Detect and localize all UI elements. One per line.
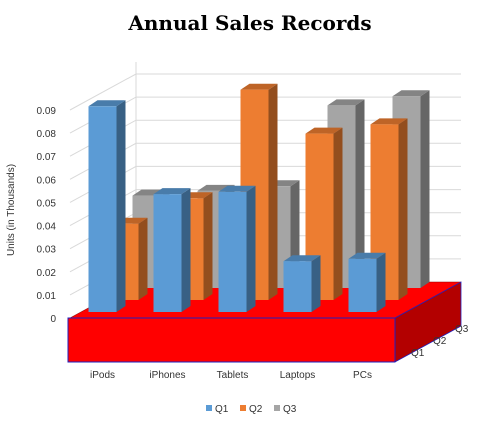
bar-top bbox=[348, 252, 386, 259]
front-layer bbox=[67, 281, 462, 363]
y-axis-label: Units (in Thousands) bbox=[6, 164, 17, 256]
chart-title: Annual Sales Records bbox=[127, 11, 371, 35]
legend-swatch bbox=[206, 405, 212, 411]
floor-front bbox=[67, 317, 396, 363]
x-tick-label: Laptops bbox=[280, 370, 316, 381]
legend-swatch bbox=[274, 405, 280, 411]
legend-item-q1: Q1 bbox=[206, 404, 229, 415]
y-tick-label: 0.04 bbox=[37, 222, 57, 233]
bar-front bbox=[88, 106, 117, 312]
bar-top bbox=[370, 118, 408, 125]
legend-item-q3: Q3 bbox=[274, 404, 297, 415]
y-tick-label: 0.06 bbox=[37, 175, 57, 186]
bar-side bbox=[333, 127, 343, 300]
x-tick-label: iPhones bbox=[149, 370, 185, 381]
bar-side bbox=[181, 188, 191, 312]
legend-item-q2: Q2 bbox=[240, 404, 263, 415]
bar-side bbox=[138, 217, 148, 300]
bar-q1-ipods bbox=[88, 100, 126, 312]
depth-tick-label: Q2 bbox=[433, 336, 447, 347]
bar-side bbox=[420, 90, 430, 288]
bar-side bbox=[268, 83, 278, 300]
bar-side bbox=[203, 192, 213, 300]
bar-front bbox=[283, 261, 312, 312]
bar-front bbox=[348, 258, 377, 312]
bar-top bbox=[392, 90, 430, 97]
bar-side bbox=[355, 99, 365, 289]
bar-q1-pcs bbox=[348, 252, 386, 312]
bar-top bbox=[327, 99, 365, 106]
legend: Q1 Q2 Q3 bbox=[206, 404, 297, 415]
bar-top bbox=[283, 255, 321, 262]
x-tick-label: Tablets bbox=[217, 370, 249, 381]
depth-tick-label: Q3 bbox=[455, 324, 469, 335]
bar-front bbox=[153, 194, 182, 312]
y-tick-label: 0 bbox=[50, 314, 56, 325]
y-tick-label: 0.02 bbox=[37, 268, 57, 279]
legend-label: Q3 bbox=[283, 404, 297, 415]
bar-top bbox=[88, 100, 126, 107]
y-tick-label: 0.03 bbox=[37, 245, 57, 256]
bar-side bbox=[398, 118, 408, 301]
legend-label: Q1 bbox=[215, 404, 229, 415]
x-tick-label: PCs bbox=[353, 370, 372, 381]
bar-side bbox=[116, 100, 126, 312]
bar-q1-laptops bbox=[283, 255, 321, 312]
labels-layer: 0 0.01 0.02 0.03 0.04 0.05 0.06 0.07 0.08 0.09 iPo… bbox=[37, 106, 469, 381]
bar-top bbox=[153, 188, 191, 195]
bars-layer bbox=[88, 83, 430, 312]
bar-q1-tablets bbox=[218, 185, 256, 312]
bar-side bbox=[246, 185, 256, 312]
x-tick-label: iPods bbox=[90, 370, 115, 381]
bar-side bbox=[311, 255, 321, 312]
bar-top bbox=[240, 83, 278, 90]
bar-top bbox=[218, 185, 256, 192]
y-tick-label: 0.01 bbox=[37, 291, 57, 302]
depth-tick-label: Q1 bbox=[411, 348, 425, 359]
y-tick-label: 0.07 bbox=[37, 152, 57, 163]
bar-front bbox=[218, 191, 247, 312]
y-tick-label: 0.08 bbox=[37, 129, 57, 140]
y-tick-label: 0.05 bbox=[37, 198, 57, 209]
legend-label: Q2 bbox=[249, 404, 263, 415]
bar-q1-iphones bbox=[153, 188, 191, 312]
bar-top bbox=[305, 127, 343, 134]
y-tick-label: 0.09 bbox=[37, 106, 57, 117]
bar-side bbox=[376, 252, 386, 312]
legend-swatch bbox=[240, 405, 246, 411]
